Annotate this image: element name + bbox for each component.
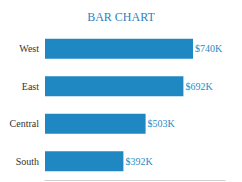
svg-text:$503K: $503K — [148, 118, 176, 129]
svg-text:BAR CHART: BAR CHART — [87, 10, 155, 24]
svg-text:$392K: $392K — [125, 156, 153, 167]
svg-text:$692K: $692K — [185, 81, 213, 92]
svg-text:$740K: $740K — [195, 43, 223, 54]
svg-text:South: South — [16, 156, 39, 167]
svg-text:East: East — [22, 81, 39, 92]
svg-text:West: West — [19, 43, 39, 54]
svg-text:Central: Central — [10, 118, 40, 129]
